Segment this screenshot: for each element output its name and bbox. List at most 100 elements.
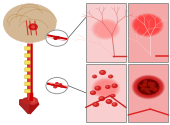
Circle shape xyxy=(151,83,155,85)
Circle shape xyxy=(55,36,58,38)
Circle shape xyxy=(137,78,160,96)
Circle shape xyxy=(95,80,117,96)
FancyBboxPatch shape xyxy=(25,46,30,50)
Circle shape xyxy=(140,20,155,31)
Circle shape xyxy=(3,4,56,43)
Circle shape xyxy=(142,89,147,93)
Circle shape xyxy=(105,85,110,89)
Circle shape xyxy=(146,85,151,89)
Circle shape xyxy=(139,19,156,32)
Circle shape xyxy=(92,102,99,107)
Circle shape xyxy=(46,78,68,94)
Circle shape xyxy=(91,19,120,40)
Circle shape xyxy=(99,83,113,93)
Circle shape xyxy=(100,25,112,34)
Circle shape xyxy=(141,82,155,92)
Circle shape xyxy=(98,96,105,101)
Circle shape xyxy=(139,80,157,94)
Circle shape xyxy=(136,78,161,96)
Circle shape xyxy=(97,82,115,94)
FancyBboxPatch shape xyxy=(25,68,30,71)
Circle shape xyxy=(107,100,110,102)
Circle shape xyxy=(53,37,57,40)
Circle shape xyxy=(143,80,148,84)
Circle shape xyxy=(140,19,156,31)
Circle shape xyxy=(112,84,115,86)
Circle shape xyxy=(140,81,157,93)
Circle shape xyxy=(55,37,58,39)
Circle shape xyxy=(134,15,161,35)
Circle shape xyxy=(99,24,112,34)
Circle shape xyxy=(144,88,148,91)
Circle shape xyxy=(148,83,152,85)
Circle shape xyxy=(101,84,111,92)
Circle shape xyxy=(92,19,120,39)
Circle shape xyxy=(111,84,118,88)
Circle shape xyxy=(95,21,117,38)
Circle shape xyxy=(146,86,150,88)
Circle shape xyxy=(134,15,161,35)
Circle shape xyxy=(102,26,110,32)
Circle shape xyxy=(140,81,157,93)
Circle shape xyxy=(132,75,164,99)
FancyBboxPatch shape xyxy=(25,54,30,57)
Polygon shape xyxy=(20,100,28,114)
Circle shape xyxy=(106,99,113,104)
Circle shape xyxy=(138,80,158,94)
Circle shape xyxy=(112,102,118,107)
Circle shape xyxy=(100,71,103,73)
Circle shape xyxy=(152,88,157,92)
FancyBboxPatch shape xyxy=(25,61,30,64)
Circle shape xyxy=(93,79,118,97)
Circle shape xyxy=(94,80,117,97)
Circle shape xyxy=(46,30,68,46)
Circle shape xyxy=(145,83,147,84)
Circle shape xyxy=(98,24,114,35)
Circle shape xyxy=(140,80,157,94)
Circle shape xyxy=(141,82,155,92)
Circle shape xyxy=(151,82,156,86)
Circle shape xyxy=(95,80,116,96)
Circle shape xyxy=(148,82,153,86)
Circle shape xyxy=(140,20,155,30)
Circle shape xyxy=(148,86,149,88)
Circle shape xyxy=(148,92,150,94)
Circle shape xyxy=(102,85,110,91)
Circle shape xyxy=(148,89,152,92)
Circle shape xyxy=(54,38,57,40)
Circle shape xyxy=(138,80,158,94)
Circle shape xyxy=(140,81,156,93)
Circle shape xyxy=(139,19,156,31)
Circle shape xyxy=(144,90,146,92)
Circle shape xyxy=(147,89,149,91)
Circle shape xyxy=(91,78,120,99)
Circle shape xyxy=(96,22,116,36)
Circle shape xyxy=(134,16,160,35)
Circle shape xyxy=(146,83,151,86)
Circle shape xyxy=(142,82,154,92)
Circle shape xyxy=(147,91,150,92)
Circle shape xyxy=(148,83,153,87)
Circle shape xyxy=(142,86,147,90)
Circle shape xyxy=(103,86,109,90)
Circle shape xyxy=(135,77,162,97)
Circle shape xyxy=(140,83,143,86)
Circle shape xyxy=(141,81,156,93)
Circle shape xyxy=(139,80,158,94)
Circle shape xyxy=(139,80,158,94)
Circle shape xyxy=(153,86,154,87)
Circle shape xyxy=(142,83,154,91)
Circle shape xyxy=(138,18,158,32)
Circle shape xyxy=(145,84,152,90)
Circle shape xyxy=(145,23,150,27)
Circle shape xyxy=(147,86,150,88)
Circle shape xyxy=(146,24,149,26)
Circle shape xyxy=(54,37,57,40)
Circle shape xyxy=(149,82,154,86)
Circle shape xyxy=(151,87,156,90)
Circle shape xyxy=(144,84,152,90)
Circle shape xyxy=(109,75,111,77)
Circle shape xyxy=(139,84,142,86)
Circle shape xyxy=(137,79,159,95)
Circle shape xyxy=(137,79,159,95)
